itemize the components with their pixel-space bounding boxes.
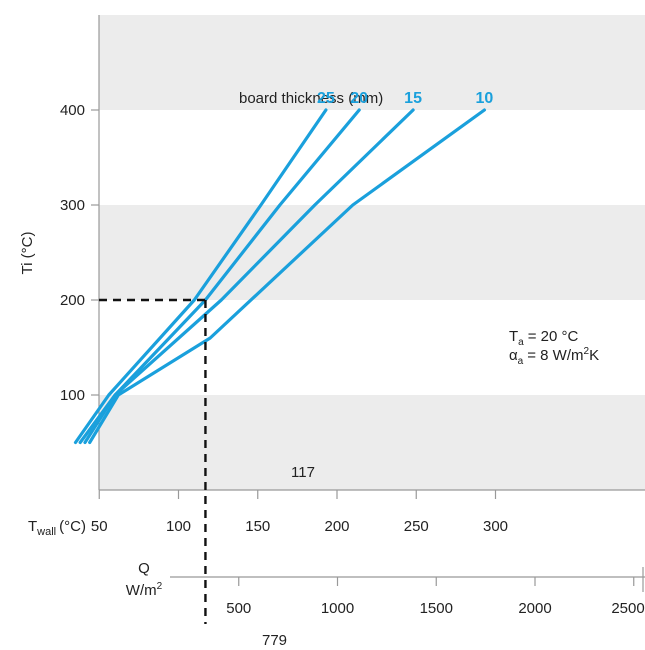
series-labels: 25 20 15 10 bbox=[317, 90, 493, 107]
q-tick-label: 1000 bbox=[321, 600, 354, 617]
series-line-10 bbox=[88, 108, 486, 445]
condition-alpha: αa = 8 W/m2K bbox=[509, 346, 599, 367]
series-label-20: 20 bbox=[350, 90, 368, 107]
background-band bbox=[99, 15, 645, 110]
x-tick-label: 300 bbox=[483, 518, 508, 535]
background-band bbox=[99, 205, 645, 300]
q-tick-label: 2500 bbox=[611, 600, 644, 617]
reference-lines bbox=[99, 298, 207, 624]
x-axis-label: Twall (°C) bbox=[28, 518, 86, 538]
y-tick-label: 300 bbox=[60, 197, 85, 214]
x-ticks: 50 100 150 200 250 300 bbox=[91, 490, 508, 535]
x-tick-label: 100 bbox=[166, 518, 191, 535]
x-tick-label: 200 bbox=[324, 518, 349, 535]
series-label-25: 25 bbox=[317, 90, 335, 107]
condition-ta: Ta = 20 °C bbox=[509, 328, 579, 348]
series-line-25 bbox=[73, 108, 328, 445]
q-tick-label: 1500 bbox=[420, 600, 453, 617]
y-ticks: 100 200 300 400 bbox=[60, 102, 99, 404]
y-tick-label: 200 bbox=[60, 292, 85, 309]
legend-title: board thickness (mm) bbox=[239, 90, 383, 107]
series-line-15 bbox=[83, 108, 415, 445]
background-bands bbox=[99, 15, 645, 490]
background-band bbox=[99, 395, 645, 490]
q-ticks: 500 1000 1500 2000 2500 bbox=[226, 577, 645, 617]
x-tick-label: 250 bbox=[404, 518, 429, 535]
y-axis-label: Ti (°C) bbox=[19, 232, 36, 275]
y-tick-label: 100 bbox=[60, 387, 85, 404]
x-tick-label: 150 bbox=[245, 518, 270, 535]
q-tick-label: 500 bbox=[226, 600, 251, 617]
reference-q-label: 779 bbox=[262, 632, 287, 649]
series-label-10: 10 bbox=[476, 90, 494, 107]
x-tick-label: 50 bbox=[91, 518, 108, 535]
q-axis-label-line2: W/m2 bbox=[126, 581, 163, 599]
reference-twall-label: 117 bbox=[291, 464, 315, 481]
y-tick-label: 400 bbox=[60, 102, 85, 119]
series-label-15: 15 bbox=[404, 90, 422, 107]
q-axis-label-line1: Q bbox=[138, 560, 150, 577]
q-tick-label: 2000 bbox=[518, 600, 551, 617]
